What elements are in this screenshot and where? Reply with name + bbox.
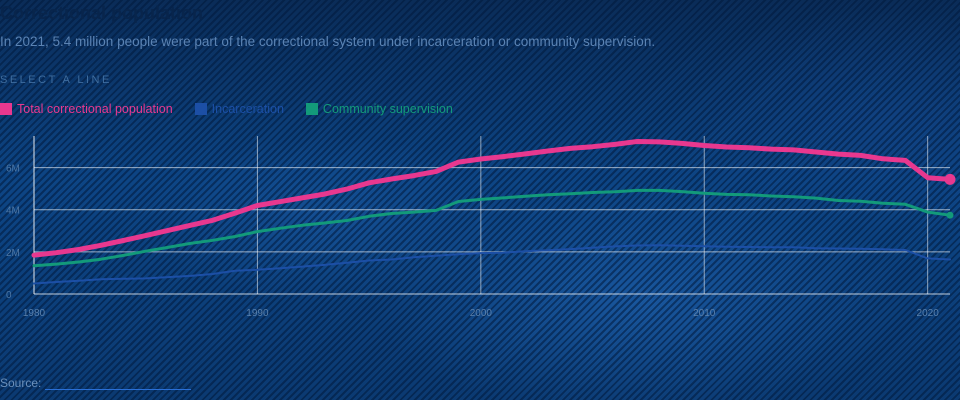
series-line-total-correctional-population [31,139,953,258]
y-tick-label: 2M [6,248,20,259]
x-tick-label: 2010 [693,308,716,319]
legend-label: Total correctional population [17,102,173,116]
legend-item-community-supervision[interactable]: Community supervision [305,102,453,116]
legend: Total correctional population Incarcerati… [0,102,475,116]
source-label: Source: [0,376,42,390]
series-line-community-supervision [32,188,952,268]
x-tick-label: 2020 [917,308,940,319]
series-end-point-community-supervision [946,211,954,219]
legend-swatch [305,103,318,115]
select-line-label: SELECT A LINE [0,74,112,86]
y-tick-label: 4M [6,206,20,217]
legend-swatch [194,103,207,115]
line-chart: 1980 1990 2000 2010 2020 0 2M 4M 6M [6,136,956,319]
x-tick-label: 2000 [470,308,493,319]
chart-title: Correctional population [0,3,204,23]
series-end-point-total-correctional-population [944,173,956,185]
y-tick-label: 6M [6,164,20,175]
y-tick-label: 0 [6,290,12,301]
series-line-incarceration [33,244,951,285]
source-line: Source: [0,376,192,390]
legend-item-incarceration[interactable]: Incarceration [194,102,284,116]
legend-item-total-correctional-population[interactable]: Total correctional population [0,102,173,116]
legend-label: Incarceration [211,102,284,116]
legend-swatch [0,103,12,115]
x-tick-label: 1980 [23,308,46,319]
source-link[interactable] [45,378,192,390]
x-tick-label: 1990 [246,308,269,319]
legend-label: Community supervision [322,102,453,116]
chart-subtitle: In 2021, 5.4 million people were part of… [0,34,656,49]
